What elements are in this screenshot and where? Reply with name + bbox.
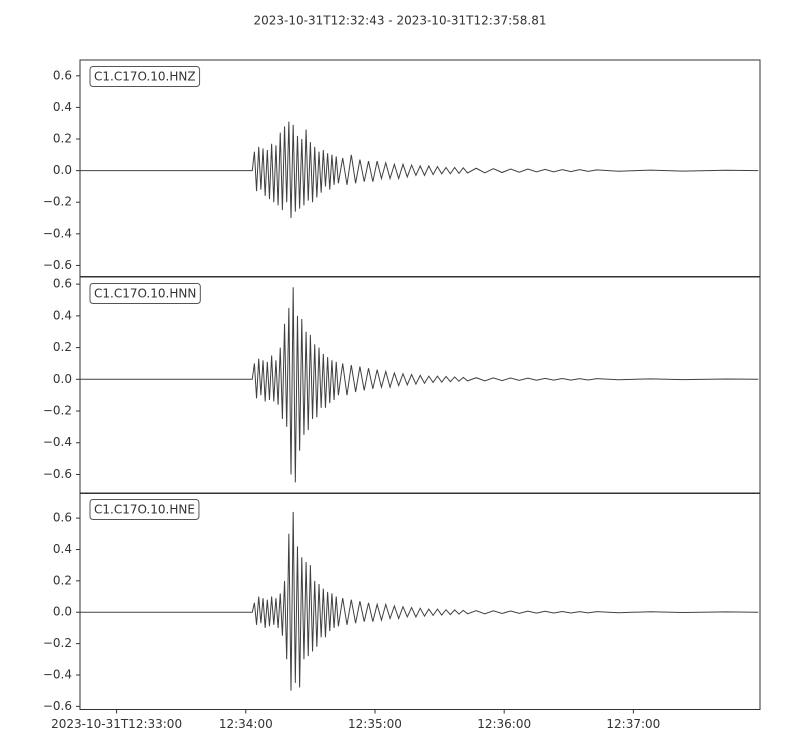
trace-label: C1.C17O.10.HNE bbox=[94, 503, 195, 517]
chart-title: 2023-10-31T12:32:43 - 2023-10-31T12:37:5… bbox=[254, 14, 547, 28]
y-tick-label: 0.2 bbox=[53, 340, 72, 354]
y-tick-label: 0.0 bbox=[53, 372, 72, 386]
plot-frame bbox=[79, 492, 761, 710]
trace-label-box bbox=[89, 283, 201, 304]
trace-label: C1.C17O.10.HNZ bbox=[94, 70, 196, 84]
waveform bbox=[80, 511, 759, 691]
y-tick-label: −0.4 bbox=[43, 667, 72, 681]
plot-frame bbox=[79, 59, 761, 277]
y-tick-label: 0.4 bbox=[53, 542, 72, 556]
trace-label-box bbox=[89, 66, 201, 87]
x-tick-label: 12:36:00 bbox=[477, 717, 531, 731]
y-tick-label: −0.2 bbox=[43, 195, 72, 209]
y-tick-label: 0.0 bbox=[53, 163, 72, 177]
y-tick-label: −0.6 bbox=[43, 699, 72, 713]
trace-label: C1.C17O.10.HNN bbox=[94, 287, 196, 301]
y-tick-label: −0.4 bbox=[43, 435, 72, 449]
y-tick-label: 0.2 bbox=[53, 132, 72, 146]
y-tick-label: −0.2 bbox=[43, 636, 72, 650]
x-tick-label: 12:37:00 bbox=[606, 717, 660, 731]
y-tick-label: 0.6 bbox=[53, 511, 72, 525]
waveform bbox=[80, 287, 759, 483]
y-tick-label: −0.4 bbox=[43, 226, 72, 240]
y-tick-label: 0.0 bbox=[53, 605, 72, 619]
x-tick-label: 2023-10-31T12:33:00 bbox=[51, 717, 182, 731]
y-tick-label: −0.6 bbox=[43, 467, 72, 481]
y-tick-label: 0.2 bbox=[53, 573, 72, 587]
x-tick-label: 12:34:00 bbox=[219, 717, 273, 731]
x-tick-label: 12:35:00 bbox=[348, 717, 402, 731]
plot-frame bbox=[79, 276, 761, 494]
y-tick-label: −0.2 bbox=[43, 404, 72, 418]
y-tick-label: −0.6 bbox=[43, 258, 72, 272]
y-tick-label: 0.6 bbox=[53, 277, 72, 291]
y-tick-label: 0.6 bbox=[53, 68, 72, 82]
y-tick-label: 0.4 bbox=[53, 100, 72, 114]
trace-label-box bbox=[89, 499, 200, 520]
y-tick-label: 0.4 bbox=[53, 308, 72, 322]
waveform bbox=[80, 121, 759, 219]
